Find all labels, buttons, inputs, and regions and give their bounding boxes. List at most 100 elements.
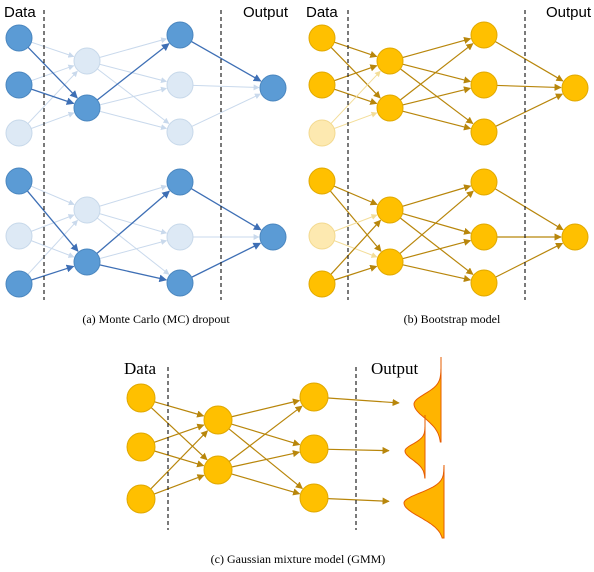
bootstrap-output-label: Output [546,4,592,21]
mc-edge-active [31,88,75,105]
mc-hidden1-node [73,94,101,122]
mc-hidden2-node-dropped [166,118,194,146]
bootstrap-edge [402,110,472,131]
gmm-hidden2-node [299,382,329,412]
bootstrap-edge [495,242,564,278]
mc-edge-faded [27,70,78,124]
mc-edge-faded [191,93,261,127]
mc-edge-faded [99,184,168,207]
bootstrap-edge [399,217,474,275]
mc-hidden2-node [166,269,194,297]
bootstrap-input-node-unsampled [308,119,336,147]
bootstrap-input-node [308,71,336,99]
mc-edge-faded [99,86,167,106]
bootstrap-hidden1-node [376,94,404,122]
misc-layer [43,10,526,539]
bootstrap-edge [334,264,378,281]
bootstrap-edge [329,190,382,252]
mc-input-node [5,24,33,52]
mc-hidden2-node [166,168,194,196]
mc-output-label: Output [243,4,289,21]
gmm-output-edge [327,446,390,455]
gmm-input-node [126,484,156,514]
gmm-edge [154,401,205,418]
mc-edge-faded [99,239,168,260]
mc-hidden1-node [73,248,101,276]
mc-edge-faded [99,213,168,235]
gmm-output-distribution [413,357,442,443]
bootstrap-edge [333,185,378,206]
mc-input-node-dropped [5,222,33,250]
edges-layer [26,36,564,505]
mc-edge-active [191,242,262,278]
bootstrap-edge [402,213,472,235]
mc-edge-faded [99,37,168,58]
bootstrap-hidden1-node [376,196,404,224]
bootstrap-edge-faded [333,214,378,232]
bootstrap-edge [494,41,564,82]
bootstrap-edge [334,64,378,82]
bootstrap-hidden2-node [470,118,498,146]
gmm-edge [231,398,301,418]
mc-edge-faded [96,217,170,275]
bootstrap-edge [399,190,474,255]
gmm-caption: (c) Gaussian mixture model (GMM) [211,552,386,566]
bootstrap-hidden1-node [376,47,404,75]
bootstrap-hidden2-node [470,269,498,297]
mc-output-node [259,223,287,251]
gmm-output-label: Output [371,359,419,378]
bootstrap-hidden2-node [470,223,498,251]
bootstrap-edge [399,43,474,101]
bootstrap-edge [402,264,472,283]
bootstrap-edge [402,63,472,84]
mc-edge-active [96,190,170,255]
bootstrap-edge-faded [334,111,378,129]
mc-edge-active [190,40,262,82]
mc-edge-faded [30,214,75,232]
bootstrap-input-node [308,24,336,52]
gmm-edge [231,473,301,496]
gmm-hidden2-node [299,483,329,513]
gmm-input-node [126,383,156,413]
mc-input-node [5,71,33,99]
bootstrap-edge [334,88,378,105]
mc-edge-active [26,190,79,252]
mc-input-node-dropped [5,119,33,147]
mc-edge-active [31,264,75,281]
mc-caption: (a) Monte Carlo (MC) dropout [82,312,230,326]
bootstrap-input-node [308,167,336,195]
bootstrap-edge [495,93,564,127]
gmm-hidden1-node [203,405,233,435]
bootstrap-edge [402,238,472,260]
gmm-hidden1-node [203,455,233,485]
gmm-data-label: Data [124,359,157,378]
bootstrap-hidden2-node [470,21,498,49]
gmm-edge [153,474,205,495]
mc-hidden2-node-dropped [166,223,194,251]
mc-edge-faded [99,110,168,131]
mc-hidden2-node [166,21,194,49]
gmm-edge [231,450,301,468]
bootstrap-input-node [308,270,336,298]
gmm-output-edge [327,497,390,505]
gmm-edge [154,423,205,443]
mc-output-node [259,74,287,102]
bootstrap-hidden2-node [470,71,498,99]
mc-hidden2-node-dropped [166,71,194,99]
mc-edge-faded [31,41,75,58]
mc-edge-faded [30,185,75,206]
gmm-output-edge [327,397,400,407]
bootstrap-edge-faded [333,240,378,258]
mc-hidden1-node-dropped [73,196,101,224]
bootstrap-hidden1-node [376,248,404,276]
bootstrap-output-node [561,74,589,102]
bootstrap-data-label: Data [306,4,338,21]
gmm-edge [228,405,303,463]
gmm-hidden2-node [299,434,329,464]
bootstrap-edge [494,188,564,231]
bootstrap-edge [402,86,472,106]
mc-edge-active [27,46,78,99]
bootstrap-input-node-unsampled [308,222,336,250]
mc-edge-faded [31,111,75,129]
